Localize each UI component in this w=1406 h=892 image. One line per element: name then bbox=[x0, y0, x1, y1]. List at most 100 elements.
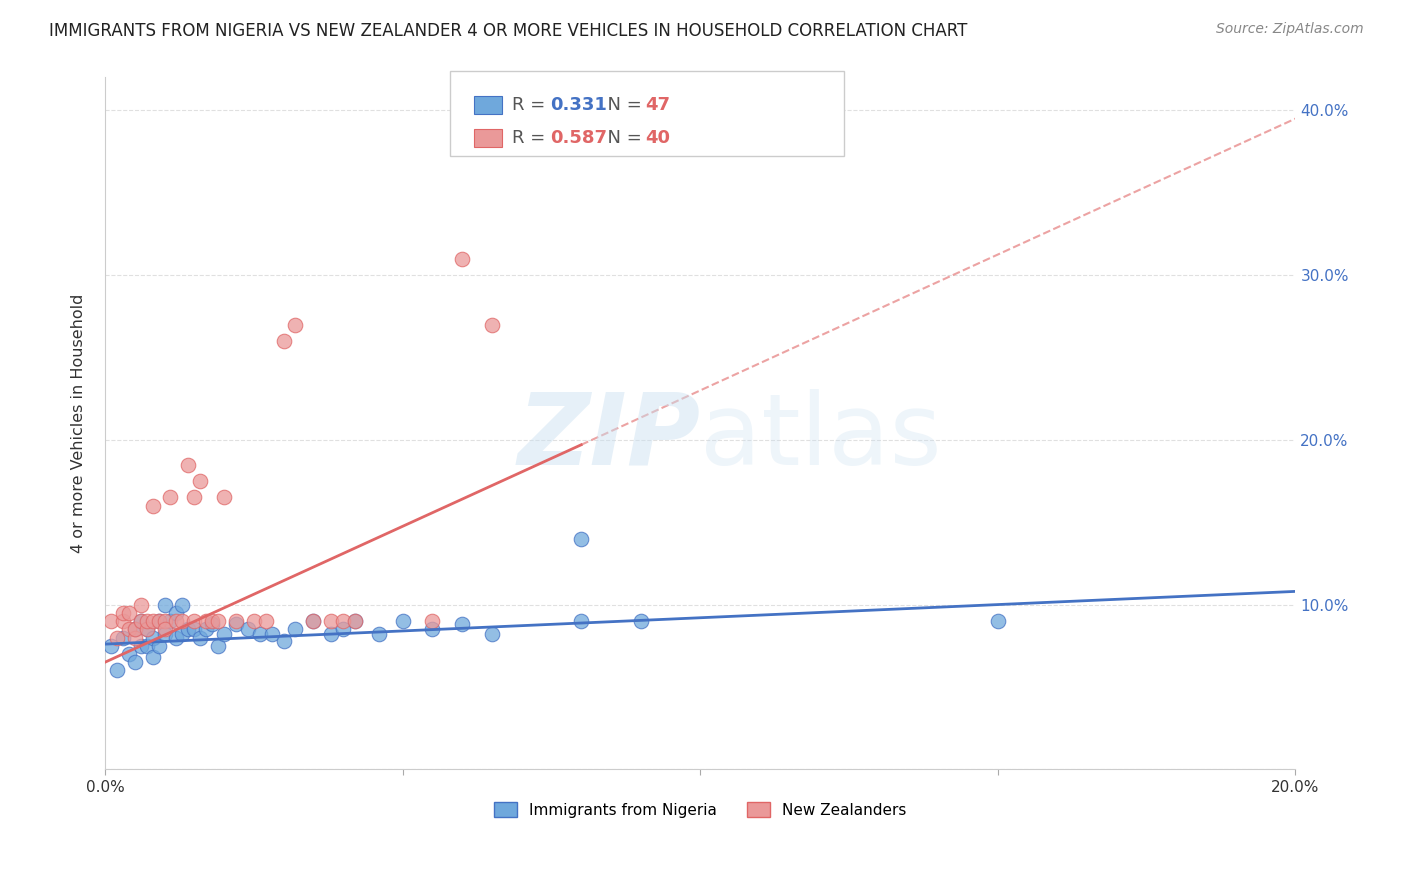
Point bbox=[153, 614, 176, 628]
Point bbox=[188, 631, 211, 645]
Text: N =: N = bbox=[596, 96, 648, 114]
Point bbox=[451, 617, 474, 632]
Point bbox=[451, 252, 474, 266]
Point bbox=[118, 606, 141, 620]
Point bbox=[111, 631, 134, 645]
Point bbox=[148, 614, 170, 628]
Point bbox=[142, 614, 165, 628]
Point bbox=[159, 491, 181, 505]
Point bbox=[165, 614, 187, 628]
Point bbox=[254, 614, 277, 628]
Point bbox=[148, 639, 170, 653]
Point bbox=[153, 627, 176, 641]
Point bbox=[129, 614, 152, 628]
Y-axis label: 4 or more Vehicles in Household: 4 or more Vehicles in Household bbox=[72, 293, 86, 553]
Point bbox=[630, 614, 652, 628]
Point bbox=[118, 622, 141, 636]
Point bbox=[177, 622, 200, 636]
Point bbox=[207, 614, 229, 628]
Point bbox=[302, 614, 325, 628]
Point bbox=[105, 631, 128, 645]
Point bbox=[422, 622, 444, 636]
Point bbox=[332, 622, 354, 636]
Point bbox=[284, 622, 307, 636]
Point bbox=[332, 614, 354, 628]
Point bbox=[391, 614, 413, 628]
Point bbox=[135, 639, 157, 653]
Point bbox=[124, 655, 146, 669]
Point bbox=[105, 664, 128, 678]
Point bbox=[367, 627, 389, 641]
Point bbox=[183, 614, 205, 628]
Point bbox=[481, 627, 503, 641]
Point bbox=[260, 627, 283, 641]
Point bbox=[153, 622, 176, 636]
Point bbox=[273, 633, 295, 648]
Point bbox=[183, 622, 205, 636]
Point bbox=[243, 614, 266, 628]
Point bbox=[100, 614, 122, 628]
Point bbox=[172, 627, 194, 641]
Point bbox=[343, 614, 366, 628]
Text: 47: 47 bbox=[645, 96, 671, 114]
Point bbox=[135, 622, 157, 636]
Point bbox=[148, 614, 170, 628]
Point bbox=[100, 639, 122, 653]
Point bbox=[111, 606, 134, 620]
Point bbox=[172, 598, 194, 612]
Point bbox=[118, 647, 141, 661]
Point bbox=[212, 627, 235, 641]
Legend: Immigrants from Nigeria, New Zealanders: Immigrants from Nigeria, New Zealanders bbox=[488, 796, 912, 824]
Point bbox=[201, 617, 224, 632]
Point bbox=[172, 614, 194, 628]
Point bbox=[321, 614, 343, 628]
Point bbox=[153, 598, 176, 612]
Text: 0.331: 0.331 bbox=[550, 96, 606, 114]
Point bbox=[124, 631, 146, 645]
Point bbox=[129, 598, 152, 612]
Point bbox=[987, 614, 1010, 628]
Point bbox=[481, 318, 503, 332]
Point bbox=[195, 614, 218, 628]
Point bbox=[249, 627, 271, 641]
Text: ZIP: ZIP bbox=[517, 389, 700, 486]
Point bbox=[201, 614, 224, 628]
Point bbox=[183, 491, 205, 505]
Point bbox=[302, 614, 325, 628]
Point bbox=[569, 614, 592, 628]
Point bbox=[284, 318, 307, 332]
Point bbox=[135, 622, 157, 636]
Text: R =: R = bbox=[512, 96, 551, 114]
Point bbox=[236, 622, 259, 636]
Point bbox=[129, 639, 152, 653]
Point bbox=[195, 622, 218, 636]
Point bbox=[207, 639, 229, 653]
Point bbox=[212, 491, 235, 505]
Point bbox=[343, 614, 366, 628]
Point bbox=[135, 614, 157, 628]
Point bbox=[124, 622, 146, 636]
Text: Source: ZipAtlas.com: Source: ZipAtlas.com bbox=[1216, 22, 1364, 37]
Text: N =: N = bbox=[596, 129, 648, 147]
Point bbox=[569, 532, 592, 546]
Point bbox=[165, 631, 187, 645]
Point bbox=[129, 614, 152, 628]
Point bbox=[159, 614, 181, 628]
Text: 0.587: 0.587 bbox=[550, 129, 607, 147]
Point bbox=[165, 606, 187, 620]
Point bbox=[142, 650, 165, 665]
Text: R =: R = bbox=[512, 129, 551, 147]
Point bbox=[273, 334, 295, 348]
Text: atlas: atlas bbox=[700, 389, 942, 486]
Point bbox=[188, 474, 211, 488]
Point bbox=[142, 631, 165, 645]
Point bbox=[321, 627, 343, 641]
Point bbox=[422, 614, 444, 628]
Point bbox=[177, 458, 200, 472]
Point bbox=[111, 614, 134, 628]
Text: IMMIGRANTS FROM NIGERIA VS NEW ZEALANDER 4 OR MORE VEHICLES IN HOUSEHOLD CORRELA: IMMIGRANTS FROM NIGERIA VS NEW ZEALANDER… bbox=[49, 22, 967, 40]
Point bbox=[225, 614, 247, 628]
Point bbox=[124, 622, 146, 636]
Text: 40: 40 bbox=[645, 129, 671, 147]
Point bbox=[225, 617, 247, 632]
